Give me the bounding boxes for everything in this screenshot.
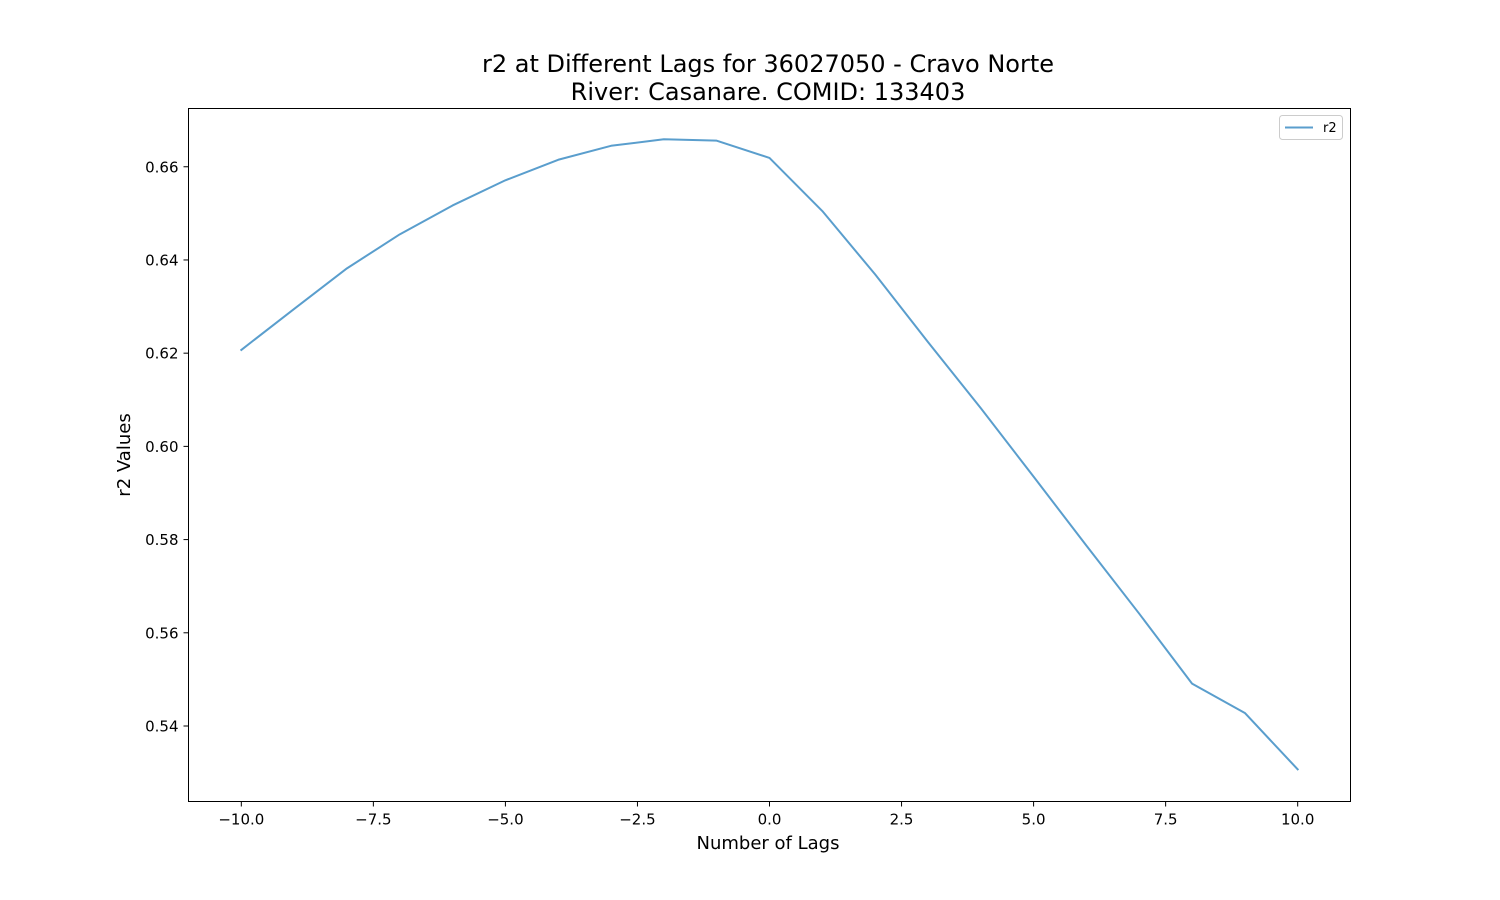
x-tick-label: −2.5 [619,811,655,829]
x-tick-label: 7.5 [1154,811,1178,829]
y-tick-label: 0.58 [145,531,178,549]
legend-label: r2 [1323,121,1337,136]
x-tick-label: 0.0 [758,811,782,829]
chart-title-line2: River: Casanare. COMID: 133403 [571,78,966,106]
series-line-r2 [239,138,1300,771]
x-tick-label: 2.5 [890,811,914,829]
x-axis-label: Number of Lags [697,833,840,854]
chart-title-line1: r2 at Different Lags for 36027050 - Crav… [482,50,1054,78]
x-tick-label: −7.5 [355,811,391,829]
legend: r2 [1279,115,1343,140]
y-tick-label: 0.62 [145,345,178,363]
x-tick-label: 5.0 [1022,811,1046,829]
y-tick-label: 0.60 [145,438,178,456]
x-tick-label: 10.0 [1281,811,1314,829]
plot-area [239,138,1300,771]
y-axis-ticks: 0.54 0.56 0.58 0.60 0.62 0.64 0.66 [145,158,189,736]
y-tick-label: 0.54 [145,718,178,736]
y-tick-label: 0.56 [145,624,178,642]
y-tick-label: 0.66 [145,158,178,176]
y-tick-label: 0.64 [145,251,178,269]
x-tick-label: −5.0 [487,811,523,829]
x-tick-label: −10.0 [218,811,264,829]
y-axis-label: r2 Values [114,413,135,496]
x-axis-ticks: −10.0 −7.5 −5.0 −2.5 0.0 2.5 5.0 7.5 10.0 [218,801,1314,829]
